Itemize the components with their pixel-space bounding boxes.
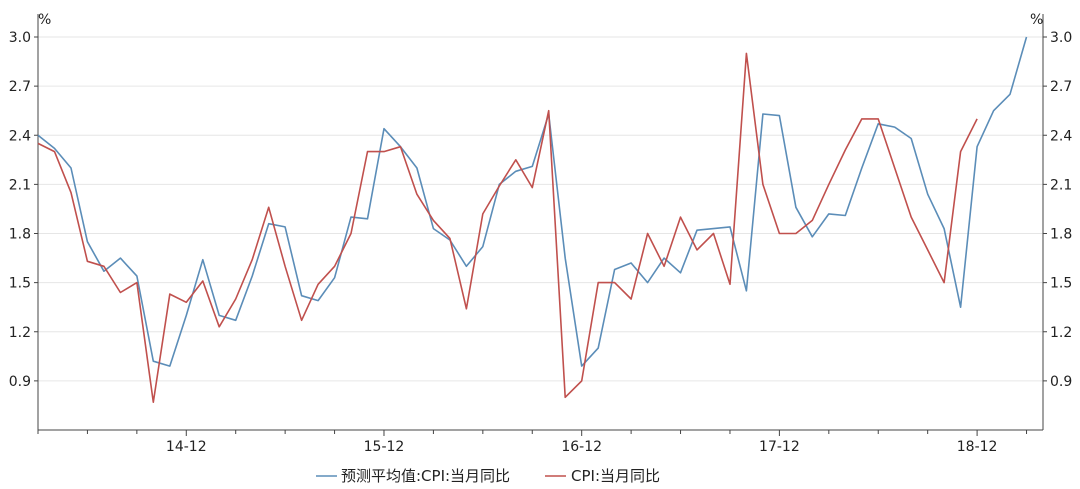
y-axis-right-unit: % [1030,12,1043,28]
x-tick-label: 15-12 [364,439,405,455]
axes [37,14,1044,431]
series-line-cpi [37,52,978,403]
y-tick-label-right: 1.2 [1050,325,1072,341]
x-tick-label: 16-12 [561,439,602,455]
y-tick-label-right: 3.0 [1050,30,1072,46]
y-tick-label-left: 2.1 [9,177,31,193]
series-lines [37,36,1028,403]
y-tick-label-right: 2.1 [1050,177,1072,193]
legend-label-forecast: 预测平均值:CPI:当月同比 [341,467,510,485]
x-tick-label: 17-12 [759,439,800,455]
y-axis-left-ticks: 0.9 1.2 1.5 1.8 2.1 2.4 2.7 3.0 [9,30,38,390]
y-tick-label-left: 1.2 [9,325,31,341]
series-line-forecast [37,36,1028,367]
y-tick-label-left: 1.8 [9,227,31,243]
y-axis-right-ticks: 0.9 1.2 1.5 1.8 2.1 2.4 2.7 3.0 [1043,30,1072,390]
y-tick-label-left: 2.4 [9,128,31,144]
y-tick-label-left: 1.5 [9,276,31,292]
x-tick-label: 18-12 [957,439,998,455]
legend: 预测平均值:CPI:当月同比 CPI:当月同比 [316,467,660,485]
y-tick-label-left: 3.0 [9,30,31,46]
grid-lines [38,36,1043,382]
y-tick-label-left: 0.9 [9,374,31,390]
y-tick-label-right: 1.8 [1050,227,1072,243]
y-tick-label-right: 0.9 [1050,374,1072,390]
legend-label-cpi: CPI:当月同比 [571,467,660,485]
y-axis-left-unit: % [38,12,51,28]
y-tick-label-right: 1.5 [1050,276,1072,292]
y-tick-label-left: 2.7 [9,79,31,95]
y-tick-label-right: 2.7 [1050,79,1072,95]
x-axis-ticks: 14-12 15-12 16-12 17-12 18-12 [37,430,1028,455]
y-tick-label-right: 2.4 [1050,128,1072,144]
x-tick-label: 14-12 [166,439,207,455]
